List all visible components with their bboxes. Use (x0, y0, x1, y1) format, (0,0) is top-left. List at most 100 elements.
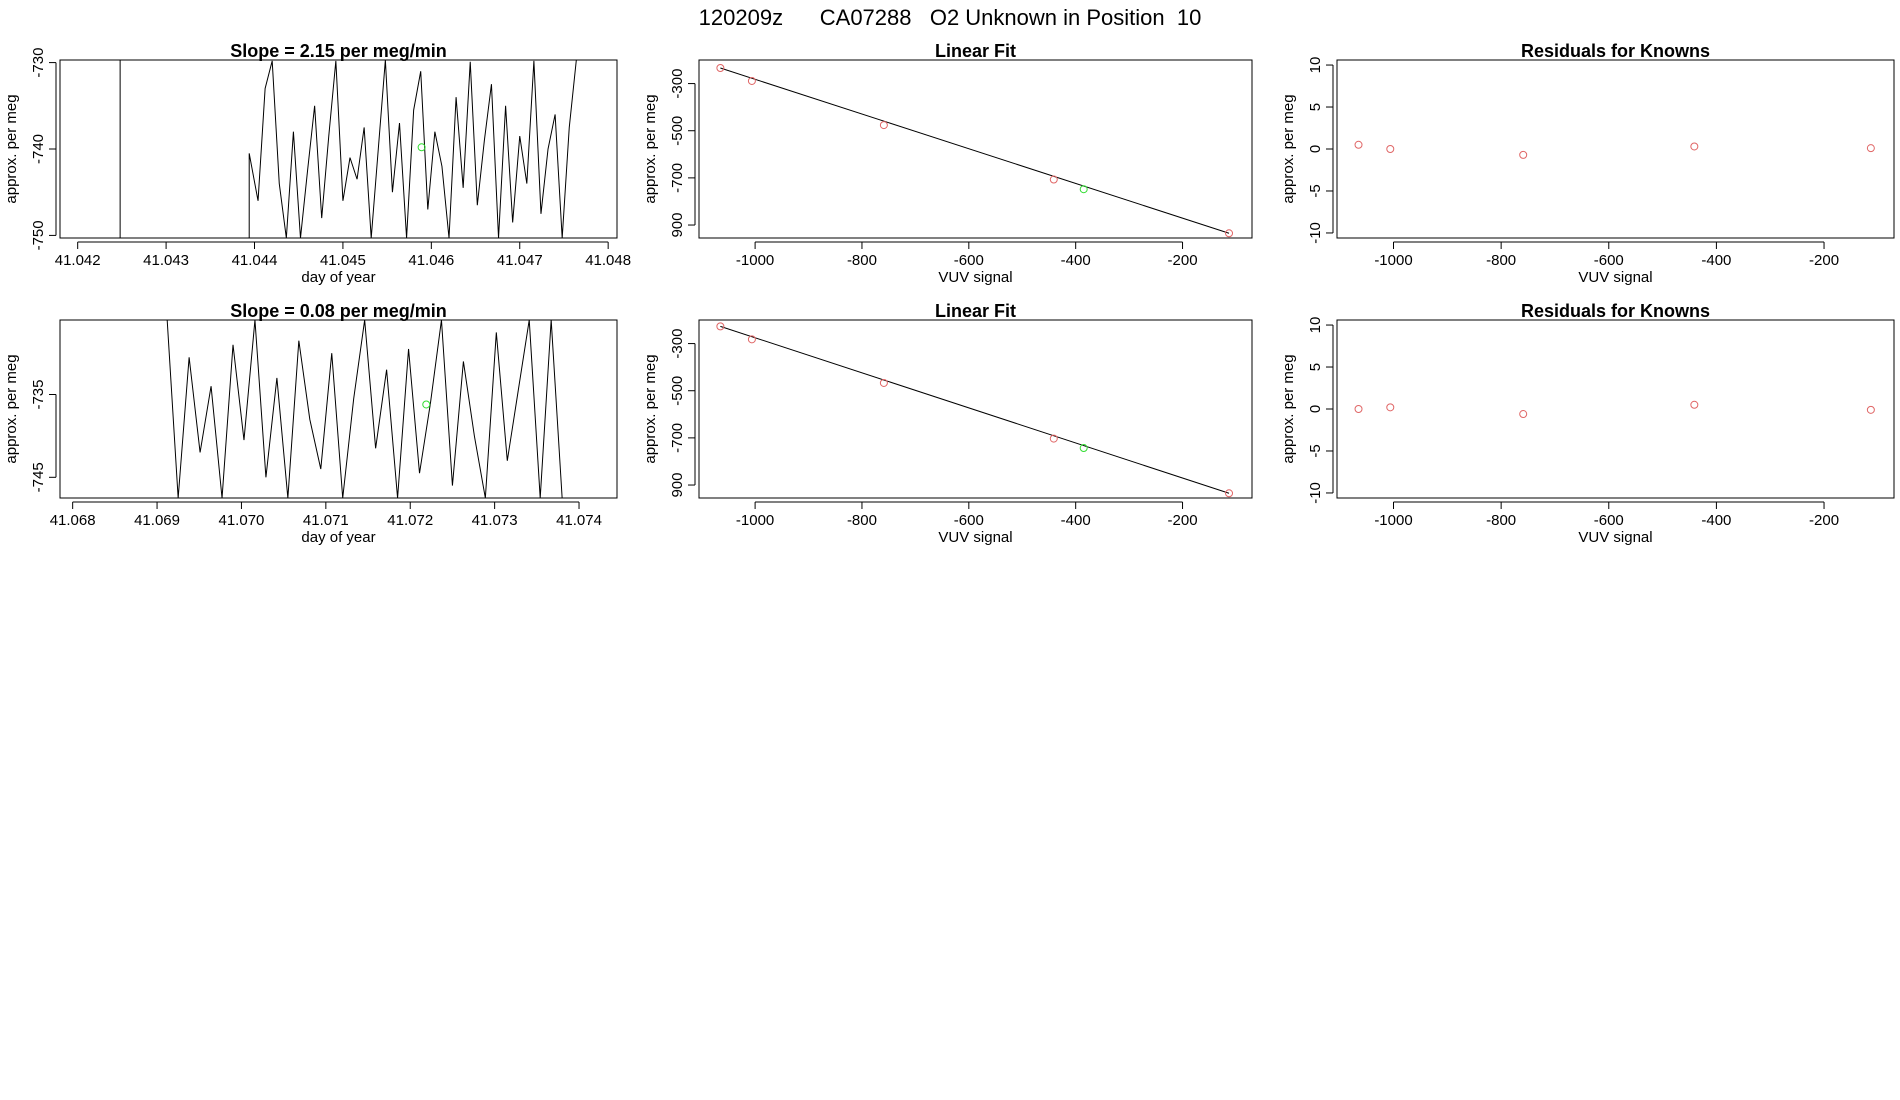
y-tick-label: -10 (1307, 222, 1324, 244)
x-tick-label: 41.045 (320, 252, 366, 269)
panel-resid-2: Residuals for Knowns -1000 -800 -600 -400 -20… (1280, 301, 1895, 546)
x-tick-label: -1000 (736, 512, 774, 529)
figure-title: 120209z CA07288 O2 Unknown in Position 1… (699, 5, 1202, 30)
x-axis-label: day of year (301, 529, 375, 546)
known-point (1386, 145, 1395, 153)
panel-trace-1: Slope = 2.15 per meg/min 41.042 41.043 41.0… (3, 41, 631, 286)
panel-title: Residuals for Knowns (1521, 301, 1710, 321)
y-tick-label: 5 (1307, 363, 1324, 371)
known-point (1690, 142, 1699, 151)
x-tick-label: -200 (1809, 512, 1839, 529)
x-tick-label: -400 (1061, 512, 1091, 529)
x-tick-label: -600 (954, 252, 984, 269)
y-tick-label: 900 (669, 213, 686, 238)
y-tick-label: 0 (1307, 145, 1324, 153)
x-tick-label: -800 (1486, 252, 1516, 269)
x-tick-label: -400 (1701, 512, 1731, 529)
y-tick-label: -750 (30, 220, 47, 250)
known-point (1049, 175, 1058, 184)
y-tick-label: -500 (669, 116, 686, 146)
x-tick-label: 41.044 (232, 252, 278, 269)
known-point (716, 64, 725, 73)
y-tick-label: -300 (669, 329, 686, 359)
panel-fit-2: Linear Fit -1000 -800 -600 -400 -200 VUV signa… (642, 301, 1253, 546)
unknown-point (1079, 185, 1088, 194)
x-axis-label: day of year (301, 269, 375, 286)
known-point (1354, 405, 1363, 413)
plot-area (716, 64, 1234, 238)
y-axis-label: approx. per meg (3, 94, 20, 203)
plot-area (1354, 140, 1875, 159)
y-axis-label: approx. per meg (1280, 94, 1297, 203)
x-axis-label: VUV signal (938, 269, 1012, 286)
panel-title: Residuals for Knowns (1521, 41, 1710, 61)
known-point (1225, 489, 1234, 498)
x-tick-label: -1000 (736, 252, 774, 269)
known-point (716, 322, 725, 331)
x-tick-label: 41.068 (50, 512, 96, 529)
x-tick-label: -800 (847, 252, 877, 269)
y-tick-label: -700 (669, 163, 686, 193)
y-tick-label: -5 (1307, 184, 1324, 197)
y-tick-label: 0 (1307, 405, 1324, 413)
x-tick-label: 41.070 (219, 512, 265, 529)
known-point (879, 378, 888, 387)
unknown-point (1079, 444, 1088, 453)
y-tick-label: 900 (669, 473, 686, 498)
x-tick-label: 41.047 (497, 252, 543, 269)
x-tick-label: -1000 (1374, 252, 1412, 269)
x-tick-label: 41.043 (143, 252, 189, 269)
panel-title: Slope = 0.08 per meg/min (230, 301, 447, 321)
known-point (1519, 410, 1528, 419)
y-axis-label: approx. per meg (642, 94, 659, 203)
x-tick-label: -600 (1594, 512, 1624, 529)
plot-frame (59, 319, 618, 499)
x-tick-label: -600 (954, 512, 984, 529)
known-point (1049, 434, 1058, 443)
x-tick-label: -1000 (1374, 512, 1412, 529)
unknown-point (422, 400, 431, 409)
known-point (1225, 229, 1234, 238)
known-point (1690, 400, 1699, 409)
y-tick-label: 10 (1307, 57, 1324, 74)
y-tick-label: -10 (1307, 482, 1324, 504)
unknown-point (417, 143, 426, 152)
y-tick-label: 10 (1307, 317, 1324, 334)
known-point (1866, 405, 1875, 414)
plot-area (60, 60, 617, 238)
y-axis-label: approx. per meg (3, 354, 20, 463)
fit-line (720, 67, 1230, 234)
known-point (1519, 150, 1528, 159)
y-tick-label: -730 (30, 48, 47, 78)
x-tick-label: -200 (1168, 252, 1198, 269)
known-point (1866, 144, 1875, 153)
x-tick-label: -400 (1061, 252, 1091, 269)
panel-trace-2: Slope = 0.08 per meg/min 41.068 41.069 41.0… (3, 301, 618, 546)
panel-title: Linear Fit (935, 301, 1016, 321)
known-point (747, 335, 756, 344)
panel-fit-1: Linear Fit -1000 -800 -600 -400 -200 VUV signa… (642, 41, 1253, 286)
y-tick-label: -745 (30, 462, 47, 492)
plot-frame (698, 59, 1253, 239)
y-axis-label: approx. per meg (642, 354, 659, 463)
plot-frame (698, 319, 1253, 499)
x-tick-label: -200 (1809, 252, 1839, 269)
x-tick-label: 41.069 (134, 512, 180, 529)
x-tick-label: 41.048 (585, 252, 631, 269)
x-tick-label: 41.071 (303, 512, 349, 529)
x-axis-label: VUV signal (1578, 529, 1652, 546)
plot-frame (1336, 319, 1895, 499)
y-tick-label: 5 (1307, 103, 1324, 111)
known-point (879, 121, 888, 130)
plot-area (1354, 400, 1875, 419)
x-tick-label: 41.072 (387, 512, 433, 529)
x-tick-label: -400 (1701, 252, 1731, 269)
x-tick-label: -800 (1486, 512, 1516, 529)
fit-line (720, 325, 1230, 494)
panel-title: Slope = 2.15 per meg/min (230, 41, 447, 61)
y-axis-label: approx. per meg (1280, 354, 1297, 463)
x-axis-label: VUV signal (1578, 269, 1652, 286)
x-tick-label: -200 (1168, 512, 1198, 529)
x-tick-label: 41.074 (556, 512, 602, 529)
